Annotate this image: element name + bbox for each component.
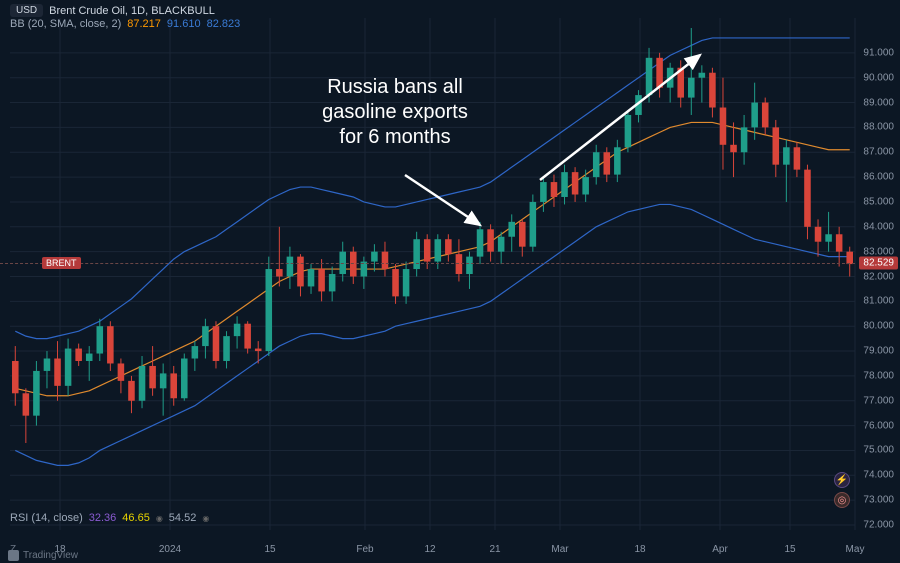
x-axis-tick: 2024 <box>159 544 181 555</box>
y-axis-tick: 76.000 <box>863 420 894 431</box>
rsi-icon: ◉ <box>156 514 163 523</box>
bb-label[interactable]: BB (20, SMA, close, 2) <box>10 18 121 30</box>
rsi-label: RSI (14, close) <box>10 512 83 524</box>
y-axis-tick: 90.000 <box>863 72 894 83</box>
symbol-label[interactable]: Brent Crude Oil, 1D, BLACKBULL <box>49 5 215 17</box>
last-price-badge: 82.529 <box>859 257 898 270</box>
y-axis-tick: 86.000 <box>863 172 894 183</box>
x-axis-tick: Apr <box>712 544 728 555</box>
rsi-value-3: 54.52 <box>169 512 197 524</box>
y-axis-tick: 82.000 <box>863 271 894 282</box>
x-axis-tick: 21 <box>489 544 500 555</box>
bb-value-upper: 91.610 <box>167 18 201 30</box>
y-axis-tick: 81.000 <box>863 296 894 307</box>
y-axis-tick: 84.000 <box>863 221 894 232</box>
x-axis-tick: 15 <box>784 544 795 555</box>
x-axis-tick: 18 <box>634 544 645 555</box>
chart-header: USD Brent Crude Oil, 1D, BLACKBULL BB (2… <box>10 4 240 30</box>
y-axis-tick: 74.000 <box>863 470 894 481</box>
rsi-value-2: 46.65 <box>122 512 150 524</box>
brent-tag: BRENT <box>42 257 81 269</box>
currency-badge[interactable]: USD <box>10 4 43 17</box>
annotation-text: Russia bans allgasoline exportsfor 6 mon… <box>275 75 515 150</box>
bb-value-mid: 87.217 <box>127 18 161 30</box>
y-axis-tick: 77.000 <box>863 395 894 406</box>
rsi-indicator[interactable]: RSI (14, close) 32.36 46.65 ◉ 54.52 ◉ <box>10 512 209 524</box>
target-icon[interactable]: ◎ <box>834 492 850 508</box>
y-axis-tick: 72.000 <box>863 520 894 531</box>
rsi-value-1: 32.36 <box>89 512 117 524</box>
tradingview-text: TradingView <box>23 550 78 561</box>
x-axis-tick: Mar <box>551 544 568 555</box>
bb-value-lower: 82.823 <box>207 18 241 30</box>
y-axis-tick: 85.000 <box>863 196 894 207</box>
chart-container: USD Brent Crude Oil, 1D, BLACKBULL BB (2… <box>0 0 900 563</box>
y-axis-tick: 79.000 <box>863 346 894 357</box>
x-axis-tick: Feb <box>356 544 373 555</box>
y-axis-tick: 83.000 <box>863 246 894 257</box>
x-axis-tick: 12 <box>424 544 435 555</box>
side-icons: ⚡ ◎ <box>834 472 850 508</box>
y-axis-tick: 87.000 <box>863 147 894 158</box>
tradingview-logo-icon <box>8 550 19 561</box>
tradingview-watermark[interactable]: TradingView <box>8 550 78 561</box>
x-axis-tick: May <box>846 544 865 555</box>
last-price-line <box>0 263 855 264</box>
y-axis-tick: 88.000 <box>863 122 894 133</box>
x-axis-tick: 15 <box>264 544 275 555</box>
bolt-icon[interactable]: ⚡ <box>834 472 850 488</box>
y-axis-tick: 78.000 <box>863 370 894 381</box>
y-axis-tick: 73.000 <box>863 495 894 506</box>
y-axis-tick: 75.000 <box>863 445 894 456</box>
y-axis-tick: 80.000 <box>863 321 894 332</box>
y-axis-tick: 89.000 <box>863 97 894 108</box>
rsi-icon-2: ◉ <box>202 514 209 523</box>
y-axis-tick: 91.000 <box>863 47 894 58</box>
